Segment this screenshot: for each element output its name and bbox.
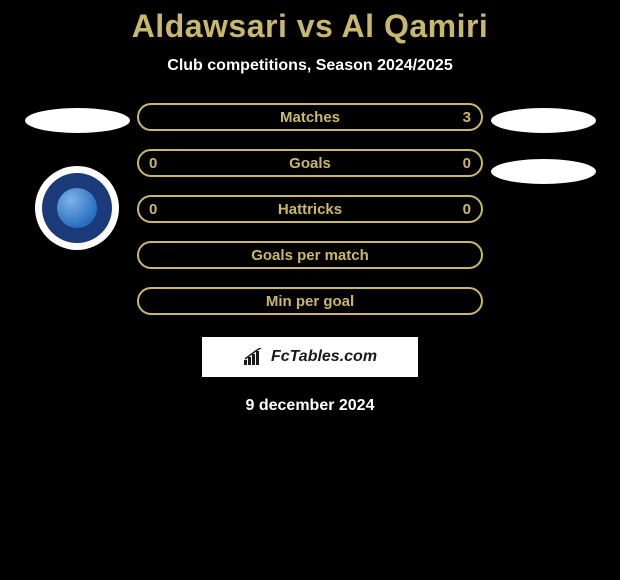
stat-right-value: 3	[463, 109, 471, 126]
right-club-marker	[491, 159, 596, 184]
brand-badge: FcTables.com	[202, 337, 418, 377]
page-title: Aldawsari vs Al Qamiri	[132, 8, 489, 45]
stat-right-value: 0	[463, 201, 471, 218]
stat-left-value: 0	[149, 155, 157, 172]
brand-text: FcTables.com	[271, 348, 377, 366]
stat-label: Matches	[280, 109, 340, 126]
stat-row-min-per-goal: Min per goal	[137, 287, 483, 315]
stat-label: Hattricks	[278, 201, 342, 218]
stat-row-goals-per-match: Goals per match	[137, 241, 483, 269]
footer-date: 9 december 2024	[246, 397, 375, 415]
stats-column: Matches 3 0 Goals 0 0 Hattricks 0 Goals …	[137, 103, 483, 315]
right-player-column	[483, 103, 603, 212]
stat-label: Goals	[289, 155, 331, 172]
left-club-badge	[35, 166, 119, 250]
stat-row-hattricks: 0 Hattricks 0	[137, 195, 483, 223]
stat-left-value: 0	[149, 201, 157, 218]
page-subtitle: Club competitions, Season 2024/2025	[167, 57, 452, 75]
comparison-layout: Matches 3 0 Goals 0 0 Hattricks 0 Goals …	[0, 103, 620, 315]
stat-label: Goals per match	[251, 247, 369, 264]
stat-right-value: 0	[463, 155, 471, 172]
stat-row-matches: Matches 3	[137, 103, 483, 131]
stat-label: Min per goal	[266, 293, 354, 310]
bar-chart-icon	[243, 348, 265, 366]
left-player-marker	[25, 108, 130, 133]
left-player-column	[17, 103, 137, 250]
right-player-marker	[491, 108, 596, 133]
stat-row-goals: 0 Goals 0	[137, 149, 483, 177]
